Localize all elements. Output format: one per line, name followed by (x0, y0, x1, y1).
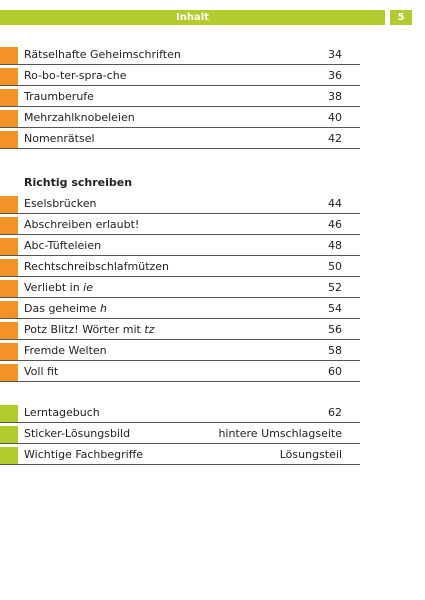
entry-title: Ro-bo-ter-spra-che (24, 65, 127, 86)
title-text: Nomenrätsel (24, 132, 95, 145)
tab (0, 131, 18, 148)
entry-page: 58 (328, 344, 342, 357)
title-text: Voll fit (24, 365, 59, 378)
entry-title: Sticker-Lösungsbild (24, 423, 130, 444)
entry-page: 36 (328, 69, 342, 82)
entry-page: 52 (328, 281, 342, 294)
toc-row: Rätselhafte Geheimschriften 34 (0, 44, 360, 65)
entry-title: Nomenrätsel (24, 128, 95, 149)
toc-row: Nomenrätsel 42 (0, 128, 360, 149)
toc-row: Lerntagebuch 62 (0, 402, 360, 423)
title-text: Wichtige Fachbegriffe (24, 448, 144, 461)
entry-title: Abc-Tüfteleien (24, 235, 101, 256)
tab (0, 364, 18, 381)
tab (0, 405, 18, 422)
entry-page: 50 (328, 260, 342, 273)
tab (0, 301, 18, 318)
title-text: Traumberufe (24, 90, 94, 103)
toc-row: Traumberufe 38 (0, 86, 360, 107)
tab (0, 343, 18, 360)
tab (0, 447, 18, 464)
entry-title: Mehrzahlknobeleien (24, 107, 135, 128)
title-text: Verliebt in (24, 281, 80, 294)
section-heading: Richtig schreiben (24, 176, 133, 189)
entry-title: Wichtige Fachbegriffe (24, 444, 143, 465)
entry-title: Potz Blitz! Wörter mit tz (24, 319, 154, 340)
toc-row: Das geheime h 54 (0, 298, 360, 319)
entry-page: 46 (328, 218, 342, 231)
entry-page: 42 (328, 132, 342, 145)
tab (0, 259, 18, 276)
toc-row: Sticker-Lösungsbild hintere Umschlagseite (0, 423, 360, 444)
entry-title: Traumberufe (24, 86, 94, 107)
entry-title: Voll fit (24, 361, 58, 382)
page-number: 5 (397, 12, 405, 23)
entry-title: Eselsbrücken (24, 193, 96, 214)
tab (0, 68, 18, 85)
entry-title: Das geheime h (24, 298, 107, 319)
toc-row: Verliebt in ie 52 (0, 277, 360, 298)
title-text: Fremde Welten (24, 344, 107, 357)
header-title: Inhalt (176, 12, 209, 23)
title-text: Abschreiben erlaubt! (24, 218, 140, 231)
toc-row: Ro-bo-ter-spra-che 36 (0, 65, 360, 86)
title-italic: tz (144, 323, 155, 336)
tab (0, 217, 18, 234)
toc-row: Wichtige Fachbegriffe Lösungsteil (0, 444, 360, 465)
toc-row: Voll fit 60 (0, 361, 360, 382)
entry-title: Rechtschreibschlafmützen (24, 256, 169, 277)
title-text: Eselsbrücken (24, 197, 97, 210)
title-text: Das geheime (24, 302, 97, 315)
title-text: Mehrzahlknobeleien (24, 111, 135, 124)
toc-row: Eselsbrücken 44 (0, 193, 360, 214)
entry-title: Verliebt in ie (24, 277, 93, 298)
title-text: Sticker-Lösungsbild (24, 427, 131, 440)
entry-title: Fremde Welten (24, 340, 107, 361)
entry-title: Lerntagebuch (24, 402, 100, 423)
entry-page: hintere Umschlagseite (218, 427, 342, 440)
title-text: Rätselhafte Geheimschriften (24, 48, 181, 61)
tab (0, 196, 18, 213)
tab (0, 47, 18, 64)
page-number-box: 5 (390, 10, 412, 25)
title-italic: h (99, 302, 107, 315)
entry-page: 34 (328, 48, 342, 61)
toc-row: Fremde Welten 58 (0, 340, 360, 361)
title-text: Ro-bo-ter-spra-che (24, 69, 127, 82)
toc-row: Abschreiben erlaubt! 46 (0, 214, 360, 235)
tab (0, 322, 18, 339)
title-text: Abc-Tüfteleien (24, 239, 102, 252)
entry-page: 62 (328, 406, 342, 419)
title-text: Potz Blitz! Wörter mit (24, 323, 141, 336)
title-text: Rechtschreibschlafmützen (24, 260, 170, 273)
entry-page: 56 (328, 323, 342, 336)
tab (0, 238, 18, 255)
tab (0, 89, 18, 106)
entry-title: Rätselhafte Geheimschriften (24, 44, 181, 65)
entry-page: Lösungsteil (279, 448, 342, 461)
tab (0, 280, 18, 297)
header-bar: Inhalt (0, 10, 385, 25)
toc-row: Potz Blitz! Wörter mit tz 56 (0, 319, 360, 340)
title-italic: ie (83, 281, 93, 294)
toc-row: Mehrzahlknobeleien 40 (0, 107, 360, 128)
entry-page: 60 (328, 365, 342, 378)
tab (0, 110, 18, 127)
entry-page: 40 (328, 111, 342, 124)
toc-row: Abc-Tüfteleien 48 (0, 235, 360, 256)
entry-page: 54 (328, 302, 342, 315)
entry-page: 38 (328, 90, 342, 103)
entry-page: 48 (328, 239, 342, 252)
entry-title: Abschreiben erlaubt! (24, 214, 139, 235)
toc-row: Rechtschreibschlafmützen 50 (0, 256, 360, 277)
tab (0, 426, 18, 443)
title-text: Lerntagebuch (24, 406, 100, 419)
entry-page: 44 (328, 197, 342, 210)
